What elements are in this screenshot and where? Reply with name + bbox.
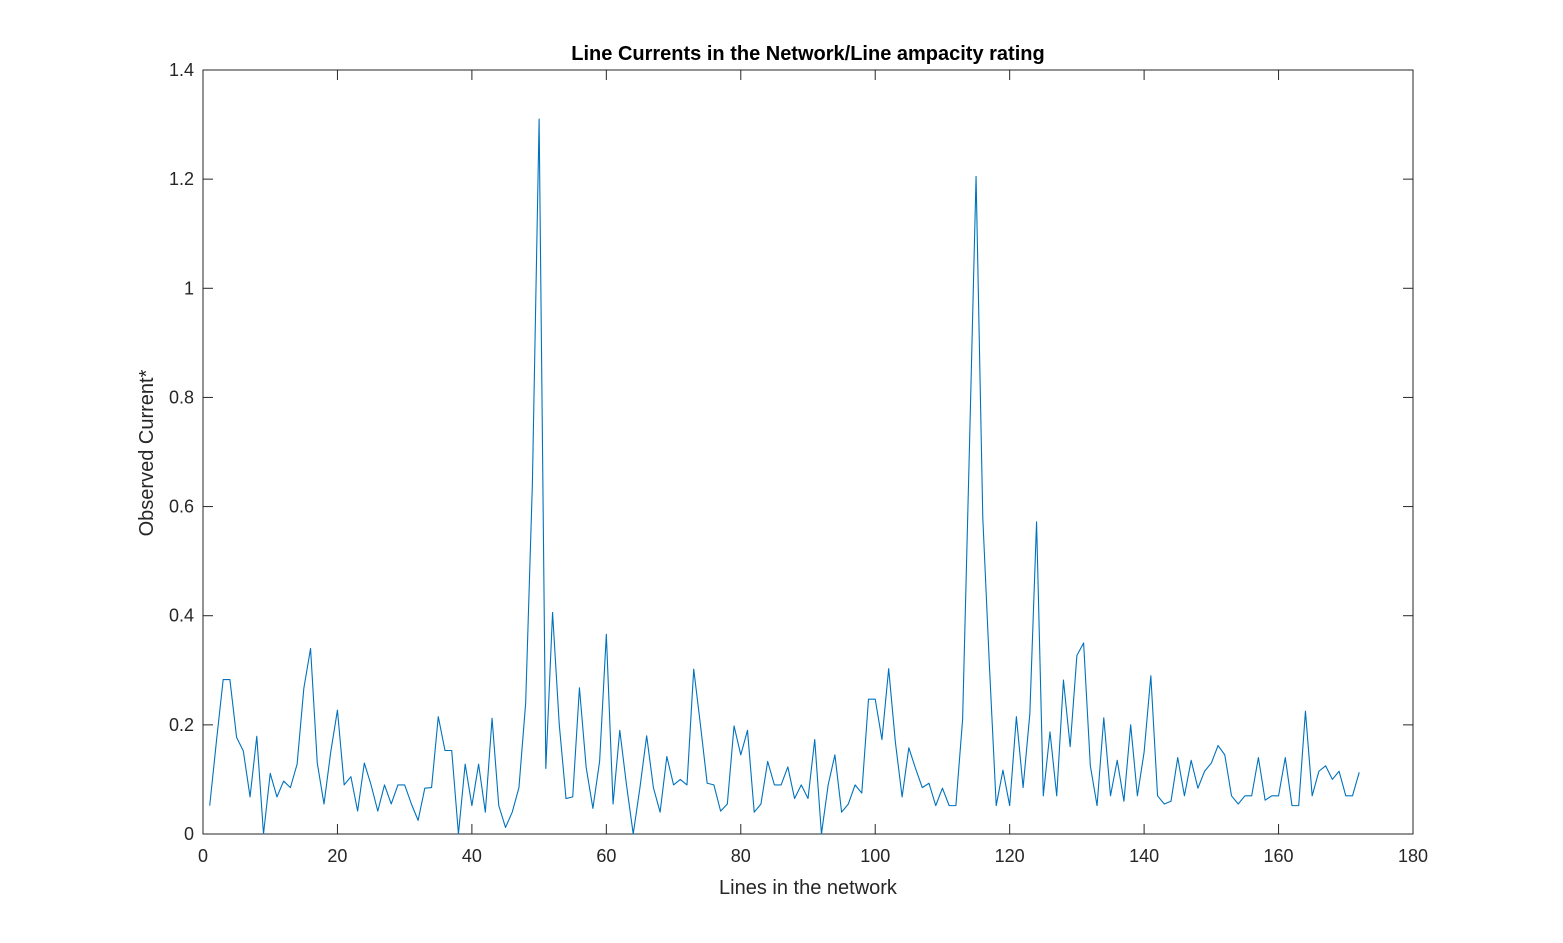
x-tick-label: 120 bbox=[995, 846, 1025, 866]
x-tick-label: 60 bbox=[596, 846, 616, 866]
y-tick-label: 0.6 bbox=[169, 497, 194, 517]
x-tick-label: 180 bbox=[1398, 846, 1428, 866]
y-tick-label: 0.2 bbox=[169, 715, 194, 735]
x-tick-label: 160 bbox=[1264, 846, 1294, 866]
x-tick-label: 40 bbox=[462, 846, 482, 866]
y-axis-label: Observed Current* bbox=[136, 369, 158, 536]
x-tick-label: 80 bbox=[731, 846, 751, 866]
series-line-0 bbox=[209, 118, 1360, 835]
y-tick-label: 1.2 bbox=[169, 169, 194, 189]
plot-area: 0 20 40 60 80 100 120 140 160 180 0 0.2 0.4 0.6 0.8 1 1.… bbox=[169, 60, 1428, 866]
x-tick-label: 100 bbox=[860, 846, 890, 866]
x-axis-label: Lines in the network bbox=[719, 877, 898, 899]
y-tick-label: 0.8 bbox=[169, 387, 194, 407]
y-tick-label: 0.4 bbox=[169, 606, 194, 626]
y-tick-label: 0 bbox=[184, 824, 194, 844]
x-tick-label: 140 bbox=[1129, 846, 1159, 866]
chart-title: Line Currents in the Network/Line ampaci… bbox=[571, 43, 1044, 65]
x-tick-label: 20 bbox=[327, 846, 347, 866]
y-tick-label: 1.4 bbox=[169, 60, 194, 80]
axes-box bbox=[202, 69, 1414, 835]
y-tick-label: 1 bbox=[184, 278, 194, 298]
x-tick-label: 0 bbox=[198, 846, 208, 866]
